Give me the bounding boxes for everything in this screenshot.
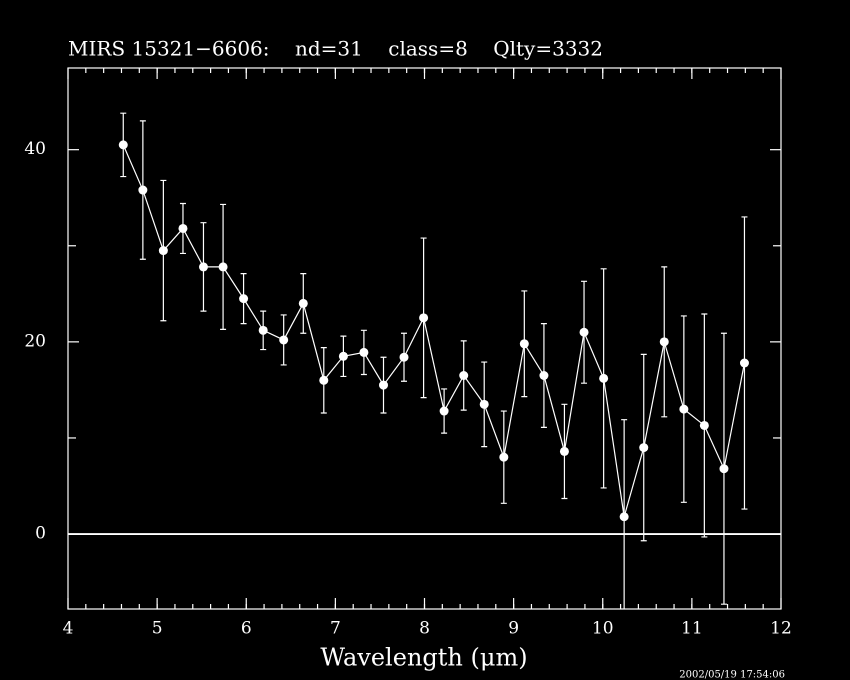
x-tick-label: 11 [681, 619, 703, 639]
data-point [499, 452, 509, 462]
x-tick-label: 5 [152, 619, 163, 639]
data-point [379, 380, 389, 390]
data-point [239, 294, 249, 304]
x-tick-label: 8 [419, 619, 430, 639]
data-point [279, 335, 289, 345]
y-tick-label: 40 [24, 139, 46, 159]
timestamp: 2002/05/19 17:54:06 [679, 670, 785, 680]
y-tick-label: 20 [24, 331, 46, 351]
data-point [479, 399, 489, 409]
data-point [399, 352, 409, 362]
x-tick-label: 12 [770, 619, 792, 639]
data-point [739, 358, 749, 368]
data-point [459, 370, 469, 380]
data-point [419, 313, 429, 323]
data-point [719, 464, 729, 474]
data-point [659, 337, 669, 347]
data-point [178, 223, 188, 233]
data-point [118, 140, 128, 150]
x-tick-label: 10 [592, 619, 614, 639]
chart-title: MIRS 15321−6606: nd=31 class=8 Qlty=3332 [68, 37, 603, 61]
data-point [158, 246, 168, 256]
data-point [639, 443, 649, 453]
data-point [218, 262, 228, 272]
data-point [559, 446, 569, 456]
x-tick-label: 6 [241, 619, 252, 639]
data-point [539, 370, 549, 380]
data-point [359, 347, 369, 357]
x-axis-label: Wavelength (μm) [320, 644, 527, 672]
data-point [619, 512, 629, 522]
data-point [138, 185, 148, 195]
x-tick-label: 9 [508, 619, 519, 639]
data-point [519, 339, 529, 349]
data-line [122, 144, 746, 517]
x-tick-label: 7 [330, 619, 341, 639]
data-point [298, 298, 308, 308]
data-point [579, 327, 589, 337]
data-point [338, 351, 348, 361]
y-tick-label: 0 [35, 524, 46, 544]
data-point [198, 262, 208, 272]
data-point [439, 406, 449, 416]
data-point [319, 375, 329, 385]
data-point [258, 325, 268, 335]
data-point [679, 404, 689, 414]
x-tick-label: 4 [63, 619, 74, 639]
data-point [699, 420, 709, 430]
data-point [599, 373, 609, 383]
plot-area [118, 112, 749, 609]
